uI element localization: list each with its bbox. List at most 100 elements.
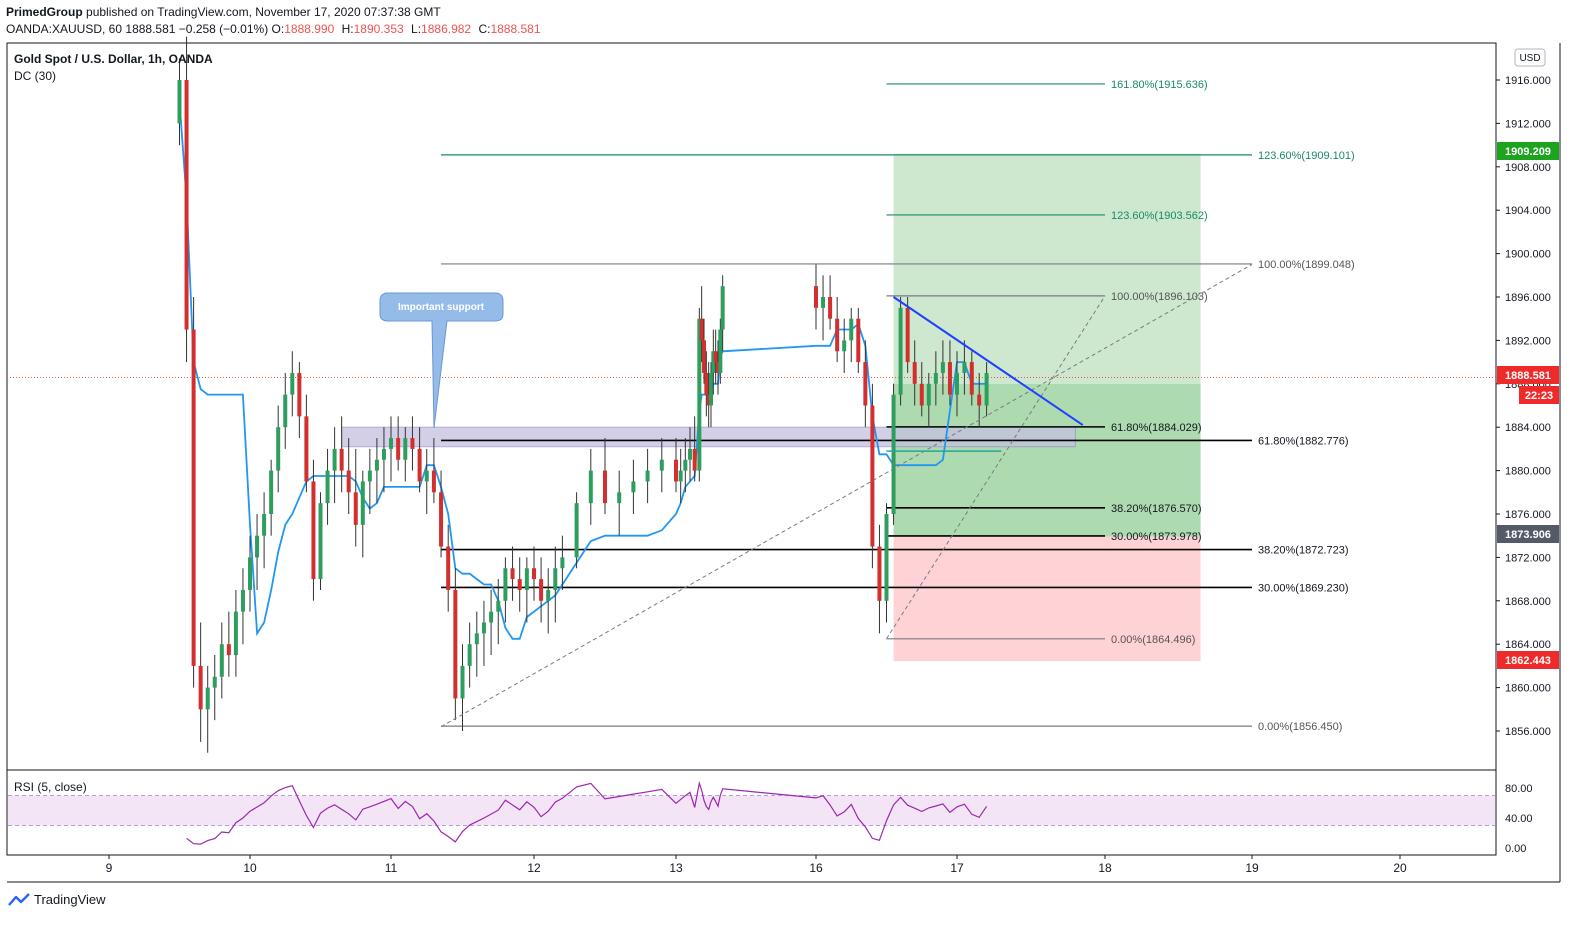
- publisher-name[interactable]: PrimedGroup: [6, 5, 83, 19]
- price-tag-label: 1873.906: [1505, 529, 1551, 541]
- candle-body: [283, 394, 288, 428]
- candle-body: [877, 546, 882, 601]
- candle-body: [240, 589, 245, 612]
- low-label: L:: [411, 22, 422, 36]
- footer-brand[interactable]: TradingView: [34, 892, 106, 907]
- fib-level-label: 100.00%(1896.103): [1111, 291, 1208, 303]
- price-tick-label: 1868.000: [1505, 596, 1551, 608]
- rsi-label: RSI (5, close): [14, 780, 87, 794]
- candle-body: [503, 568, 508, 601]
- price-tick-label: 1900.000: [1505, 249, 1551, 261]
- time-tick-label: 17: [950, 861, 964, 875]
- candle-body: [842, 340, 847, 352]
- candle-body: [709, 372, 713, 406]
- fib-trend-line: [886, 295, 1106, 640]
- candle-body: [706, 394, 711, 406]
- price-tick-label: 1876.000: [1505, 509, 1551, 521]
- candle-body: [905, 307, 910, 363]
- price-tick-label: 1856.000: [1505, 726, 1551, 738]
- candle-body: [346, 470, 351, 493]
- candle-body: [659, 459, 664, 471]
- candle-body: [233, 611, 238, 656]
- price-tick-label: 1904.000: [1505, 205, 1551, 217]
- candle-body: [374, 459, 379, 471]
- descending-trendline: [892, 296, 1084, 426]
- candle-body: [517, 579, 522, 590]
- loss-zone: [893, 536, 1201, 662]
- candle-body: [489, 611, 494, 623]
- candle-body: [403, 438, 408, 460]
- fib-level-label: 0.00%(1856.450): [1258, 721, 1342, 733]
- candle-body: [617, 492, 622, 504]
- candle-body: [969, 362, 974, 395]
- time-tick-label: 10: [243, 861, 257, 875]
- time-tick-label: 9: [106, 861, 113, 875]
- candle-body: [835, 318, 840, 352]
- candle-body: [919, 383, 924, 406]
- fib-level-label: 100.00%(1899.048): [1258, 259, 1355, 271]
- candle-body: [219, 644, 224, 677]
- candle-body: [410, 438, 415, 449]
- fib-level-label: 161.80%(1915.636): [1111, 79, 1208, 91]
- price-tick-label: 1880.000: [1505, 466, 1551, 478]
- time-tick-label: 20: [1393, 861, 1407, 875]
- candle-body: [532, 568, 536, 580]
- low-value: 1886.982: [421, 22, 472, 36]
- price-tick-label: 1872.000: [1505, 552, 1551, 564]
- price-tick-label: 1864.000: [1505, 639, 1551, 651]
- candle-body: [269, 470, 274, 514]
- candle-body: [510, 568, 515, 580]
- close-value: 1888.581: [490, 22, 541, 36]
- candle-body: [339, 448, 344, 471]
- fib-level-label: 38.20%(1872.723): [1258, 545, 1349, 557]
- candle-body: [870, 405, 875, 547]
- candle-body: [453, 589, 458, 699]
- candle-body: [446, 546, 451, 590]
- candle-body: [884, 514, 889, 601]
- price-tick-label: 1884.000: [1505, 422, 1551, 434]
- candle-body: [304, 416, 309, 482]
- price-tag-label: 1909.209: [1505, 146, 1551, 158]
- candle-body: [683, 459, 688, 471]
- profit-zone: [893, 153, 1201, 384]
- close-label: C:: [478, 22, 491, 36]
- candle-body: [417, 448, 422, 482]
- fib-level-label: 123.60%(1909.101): [1258, 150, 1355, 162]
- rsi-tick-label: 80.00: [1505, 783, 1533, 795]
- candle-body: [311, 481, 316, 580]
- price-tick-label: 1896.000: [1505, 292, 1551, 304]
- rsi-pane-frame: [6, 769, 1497, 856]
- rsi-line: [186, 780, 988, 845]
- candle-body: [720, 286, 725, 330]
- candle-body: [574, 503, 579, 558]
- candle-body: [704, 372, 709, 395]
- price-change: −0.258 (−0.01%): [178, 22, 269, 36]
- support-zone: [341, 426, 1076, 448]
- price-tick-label: 1892.000: [1505, 335, 1551, 347]
- price-tag: [1497, 651, 1559, 669]
- price-tag: [1519, 386, 1559, 404]
- candle-body: [184, 80, 189, 330]
- published-text: published on TradingView.com, November 1…: [86, 5, 441, 19]
- candle-body: [814, 286, 818, 308]
- candle-body: [318, 503, 323, 580]
- fib-level-label: 61.80%(1882.776): [1258, 435, 1349, 447]
- currency-badge[interactable]: [1514, 48, 1546, 67]
- candle-body: [692, 448, 697, 471]
- candle-body: [688, 448, 692, 460]
- candle-body: [849, 318, 854, 341]
- candle-body: [702, 340, 706, 373]
- candle-body: [674, 459, 678, 482]
- price-tag-label: 1862.443: [1505, 655, 1551, 667]
- high-value: 1890.353: [353, 22, 404, 36]
- fib-level-label: 0.00%(1864.496): [1111, 634, 1195, 646]
- candle-body: [645, 470, 650, 482]
- high-label: H:: [341, 22, 354, 36]
- candle-body: [962, 362, 967, 373]
- price-tag-label: 1888.581: [1505, 370, 1551, 382]
- candle-body: [863, 362, 868, 406]
- candle-body: [290, 372, 295, 395]
- annotation-callout[interactable]: Important support: [379, 292, 504, 429]
- candle-body: [360, 481, 365, 525]
